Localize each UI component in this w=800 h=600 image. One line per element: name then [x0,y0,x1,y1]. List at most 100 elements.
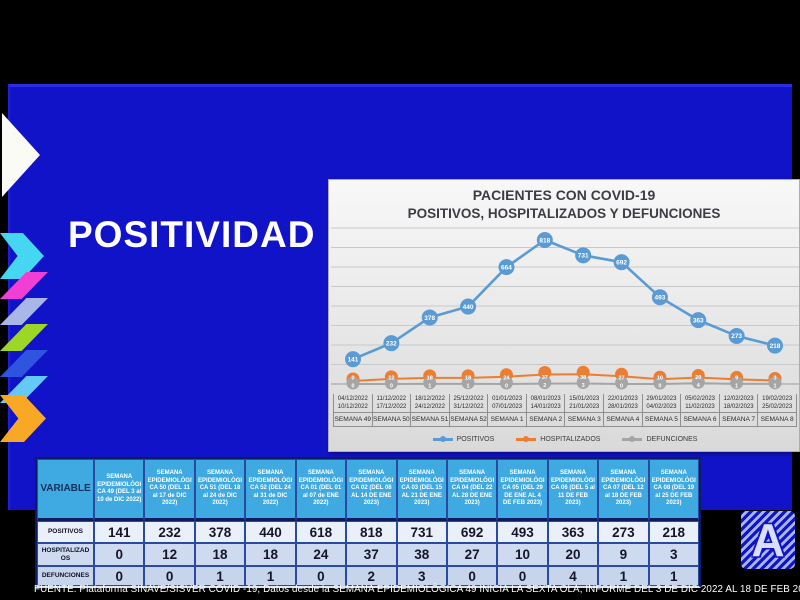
slide-panel: POSITIVIDAD PACIENTES CON COVID-19 POSIT… [8,84,800,595]
axis-date: 19/02/2023 [762,396,793,402]
legend-item: POSITIVOS [432,436,495,443]
positivos-marker [536,232,553,248]
axis-date: 04/02/2023 [646,404,677,410]
table-value-cell: 37 [346,543,397,566]
hospitalizados-label: 18 [465,375,471,381]
axis-date: 12/02/2023 [723,396,754,402]
axis-week-label: SEMANA 1 [488,412,526,426]
defunciones-marker [730,376,744,390]
station-logo-watermark: A [741,511,795,569]
table-value-cell: 232 [144,521,195,543]
axis-week-label: SEMANA 2 [526,412,565,426]
axis-date: 07/01/2023 [492,404,523,410]
axis-cell: 18/12/2022 24/12/2022 SEMANA 51 [410,394,449,426]
hospitalizados-line [352,373,776,382]
table-header-week: SEMANA EPIDEMIOLÓGICA 06 (DEL 5 al 11 DE… [547,459,599,521]
defunciones-label: 0 [505,384,508,390]
defunciones-label: 1 [428,383,431,389]
table-value-cell: 12 [144,543,195,566]
positivos-marker [651,289,668,306]
positivos-marker [460,298,477,315]
table-value-cell: 2 [346,566,397,586]
defunciones-label: 2 [543,383,546,389]
table-value-cell: 0 [497,566,548,586]
axis-cell: 05/02/2023 11/02/2023 SEMANA 6 [680,394,719,426]
table-value-cell: 4 [547,566,599,586]
chart-title-line1: PACIENTES CON COVID-19 [472,187,656,203]
axis-dates: 05/02/2023 11/02/2023 [681,394,719,412]
positivos-label: 363 [693,317,704,324]
axis-date: 25/02/2023 [762,404,793,410]
defunciones-marker [384,376,398,390]
table-value-cell: 0 [94,566,145,586]
table-header-week: SEMANA EPIDEMIOLÓGICA 07 (DEL 12 al 18 D… [598,459,649,521]
axis-date: 31/12/2022 [453,404,484,410]
hospitalizados-label: 18 [427,375,433,381]
defunciones-marker [423,376,437,390]
legend-label: POSITIVOS [456,436,495,443]
legend-item: HOSPITALIZADOS [516,436,600,443]
table-value-cell: 493 [497,521,548,543]
table-value-cell: 141 [94,521,145,543]
axis-date: 08/01/2023 [530,396,561,402]
table-row-label: DEFUNCIONES [37,566,94,586]
chart-legend: POSITIVOS HOSPITALIZADOS DEFUNCIONES [329,436,800,443]
axis-date: 14/01/2023 [530,404,561,410]
hospitalizados-label: 24 [503,376,510,382]
page-title: POSITIVIDAD [68,214,316,255]
data-table: VARIABLE SEMANA EPIDEMIOLÓGICA 49 (DEL 3 … [35,457,701,588]
axis-date: 11/12/2022 [376,396,407,402]
axis-dates: 11/12/2022 17/12/2022 [373,394,411,412]
table-value-cell: 18 [194,543,246,566]
table-value-cell: 618 [295,521,347,543]
axis-week-label: SEMANA 52 [449,412,488,426]
hospitalizados-label: 38 [580,375,586,381]
axis-date: 15/01/2023 [569,396,600,402]
table-value-cell: 20 [547,543,599,566]
positivos-marker [345,351,361,368]
axis-cell: 04/12/2022 10/12/2022 SEMANA 49 [334,394,372,426]
hospitalizados-label: 0 [351,376,354,382]
defunciones-marker [691,375,705,389]
table-value-cell: 1 [598,566,649,586]
table-value-cell: 1 [648,566,699,586]
defunciones-label: 0 [620,384,623,390]
table-header-week: SEMANA EPIDEMIOLÓGICA 05 (DEL 29 DE ENE … [497,459,548,521]
table-row-label: HOSPITALIZADOS [37,543,94,566]
axis-dates: 04/12/2022 10/12/2022 [334,394,372,412]
axis-week-label: SEMANA 6 [681,412,719,426]
axis-week-label: SEMANA 5 [642,412,681,426]
hospitalizados-label: 20 [695,375,701,381]
axis-week-label: SEMANA 7 [719,412,758,426]
defunciones-label: 0 [351,384,354,390]
axis-date: 05/02/2023 [684,396,715,402]
axis-dates: 18/12/2022 24/12/2022 [411,394,449,412]
hospitalizados-marker [576,365,590,379]
legend-label: HOSPITALIZADOS [540,436,601,443]
axis-date: 21/01/2023 [569,404,600,410]
axis-date: 18/12/2022 [414,396,445,402]
axis-cell: 12/02/2023 18/02/2023 SEMANA 7 [718,394,758,426]
axis-date: 25/12/2022 [453,396,484,402]
defunciones-label: 4 [697,383,701,389]
axis-cell: 08/01/2023 14/01/2023 SEMANA 2 [525,394,565,426]
axis-cell: 01/01/2023 07/01/2023 SEMANA 1 [487,394,526,426]
hospitalizados-label: 37 [542,375,548,381]
positivos-label: 664 [501,264,512,271]
positivos-label: 141 [348,356,359,363]
positivos-label: 493 [654,295,665,302]
x-axis: 04/12/2022 10/12/2022 SEMANA 49 11/12/2022 1… [333,394,797,427]
table-value-cell: 18 [245,543,296,566]
defunciones-label: 0 [390,384,393,390]
defunciones-marker [499,376,513,390]
axis-week-label: SEMANA 51 [411,412,449,426]
table-value-cell: 692 [446,521,498,543]
table-header-week: SEMANA EPIDEMIOLÓGICA 50 (DEL 11 al 17 d… [144,459,195,521]
positivos-line [352,238,776,361]
positivos-marker [383,335,400,352]
table-row-label: POSITIVOS [37,521,94,543]
table-header-week: SEMANA EPIDEMIOLÓGICA 52 (DEL 24 al 31 d… [245,459,296,521]
table-header-week: SEMANA EPIDEMIOLÓGICA 49 (DEL 3 al 10 de… [94,459,145,521]
positivos-marker [690,312,707,329]
